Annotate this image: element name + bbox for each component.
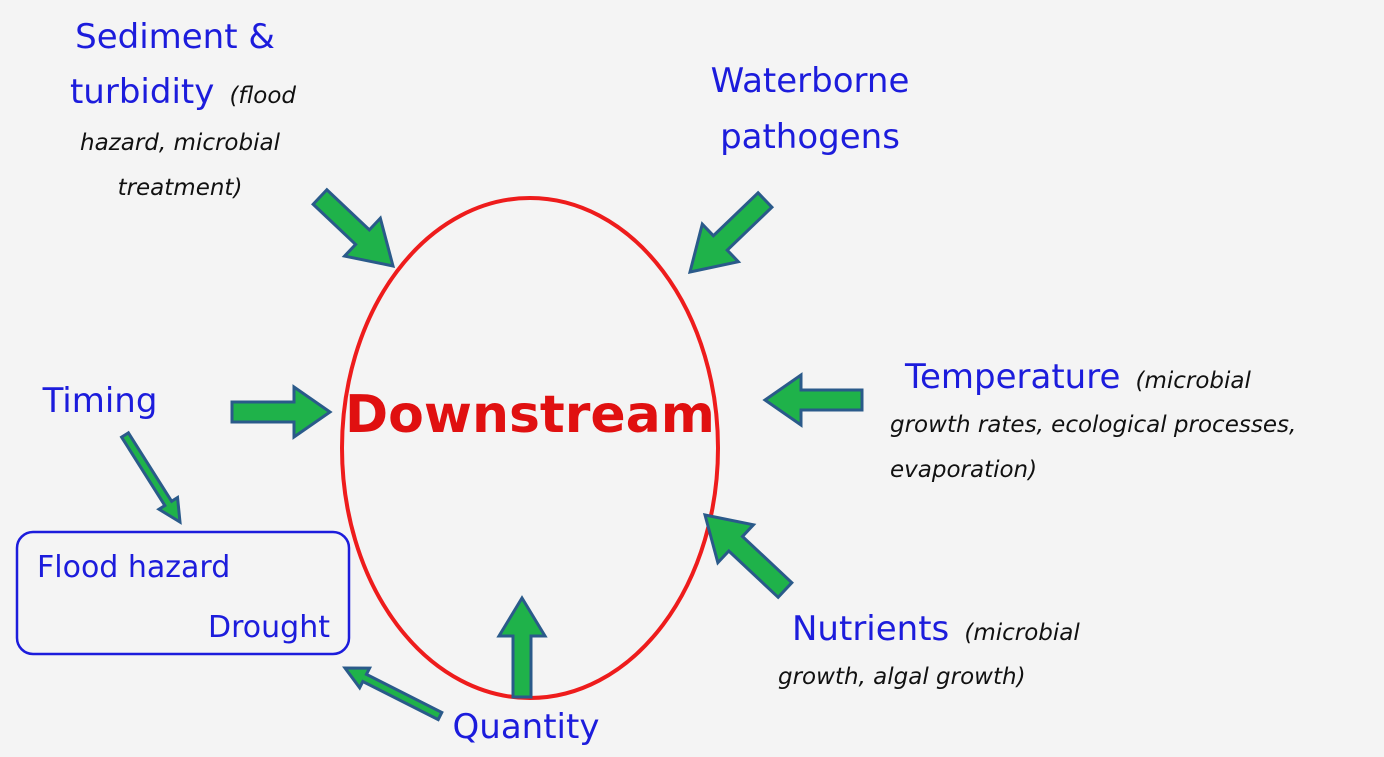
factor-line: Temperature (microbial (904, 357, 1251, 397)
factor-note: (microbial (964, 620, 1080, 646)
factor-label: Sediment & (75, 17, 275, 57)
factor-label: Quantity (453, 707, 600, 747)
factor-note: hazard, microbial (80, 130, 281, 156)
arrow (496, 595, 548, 699)
arrow (342, 666, 444, 722)
factor-label: Waterborne (711, 61, 910, 101)
arrow (230, 384, 333, 440)
outcome-box (15, 530, 351, 656)
arrow (762, 372, 864, 428)
factor-line: Nutrients (microbial (792, 609, 1080, 649)
factor-label: Nutrients (792, 609, 949, 649)
factor-note: treatment) (118, 175, 243, 201)
factor-note: growth, algal growth) (778, 664, 1026, 690)
arrow (119, 430, 182, 525)
arrow (702, 513, 794, 600)
factor-note: evaporation) (890, 457, 1037, 483)
box-line: Drought (208, 610, 330, 645)
factor-label: turbidity (70, 72, 214, 112)
arrow (687, 190, 775, 274)
factor-label: Timing (42, 381, 158, 421)
factor-note: (microbial (1135, 368, 1251, 394)
factor-label: pathogens (720, 117, 900, 157)
factor-label: Temperature (904, 357, 1120, 397)
box-line: Flood hazard (37, 550, 230, 585)
center-label: Downstream (345, 385, 715, 445)
arrows (119, 187, 864, 722)
arrow (311, 187, 396, 268)
factor-note: growth rates, ecological processes, (890, 412, 1296, 438)
factor-line: turbidity (flood (70, 72, 296, 112)
factor-note: (flood (229, 83, 296, 109)
